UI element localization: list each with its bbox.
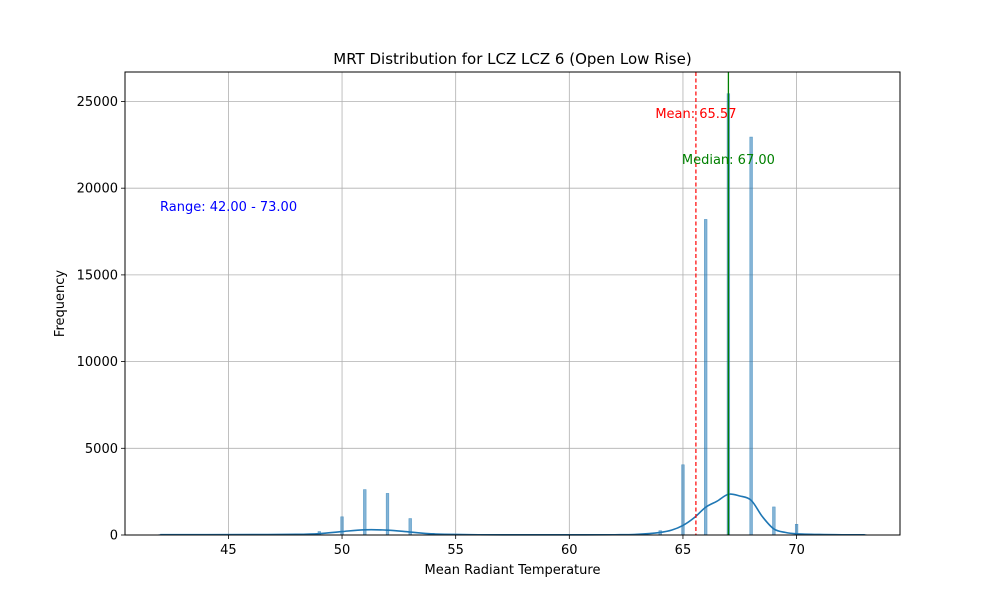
x-tick-label: 70	[788, 543, 805, 558]
x-tick-label: 60	[561, 543, 578, 558]
x-tick-label: 55	[447, 543, 464, 558]
x-tick-label: 50	[334, 543, 351, 558]
histogram-bar	[385, 493, 390, 536]
x-axis-label: Mean Radiant Temperature	[425, 563, 601, 578]
histogram-bar	[704, 219, 708, 536]
median-annotation: Median: 67.00	[682, 153, 775, 168]
chart-title: MRT Distribution for LCZ LCZ 6 (Open Low…	[333, 50, 691, 68]
y-axis-label: Frequency	[53, 270, 68, 337]
histogram-bar	[363, 489, 367, 536]
y-tick-label: 5000	[85, 442, 118, 457]
range-annotation: Range: 42.00 - 73.00	[160, 200, 297, 215]
y-tick-label: 10000	[77, 355, 118, 370]
y-tick-label: 20000	[77, 182, 118, 197]
y-tick-label: 0	[110, 529, 118, 544]
kde-curve	[160, 493, 865, 536]
x-axis-ticks: 45 50 55 60 65 70	[220, 535, 805, 558]
mean-annotation: Mean: 65.57	[655, 107, 736, 122]
y-tick-label: 15000	[77, 268, 118, 283]
plot-frame	[124, 71, 901, 536]
x-tick-label: 45	[220, 543, 237, 558]
histogram-bar	[749, 136, 753, 536]
y-axis-ticks: 0 5000 10000 15000 20000 25000	[77, 95, 125, 544]
y-tick-label: 25000	[77, 95, 118, 110]
histogram-bar	[772, 506, 776, 536]
x-tick-label: 65	[675, 543, 692, 558]
